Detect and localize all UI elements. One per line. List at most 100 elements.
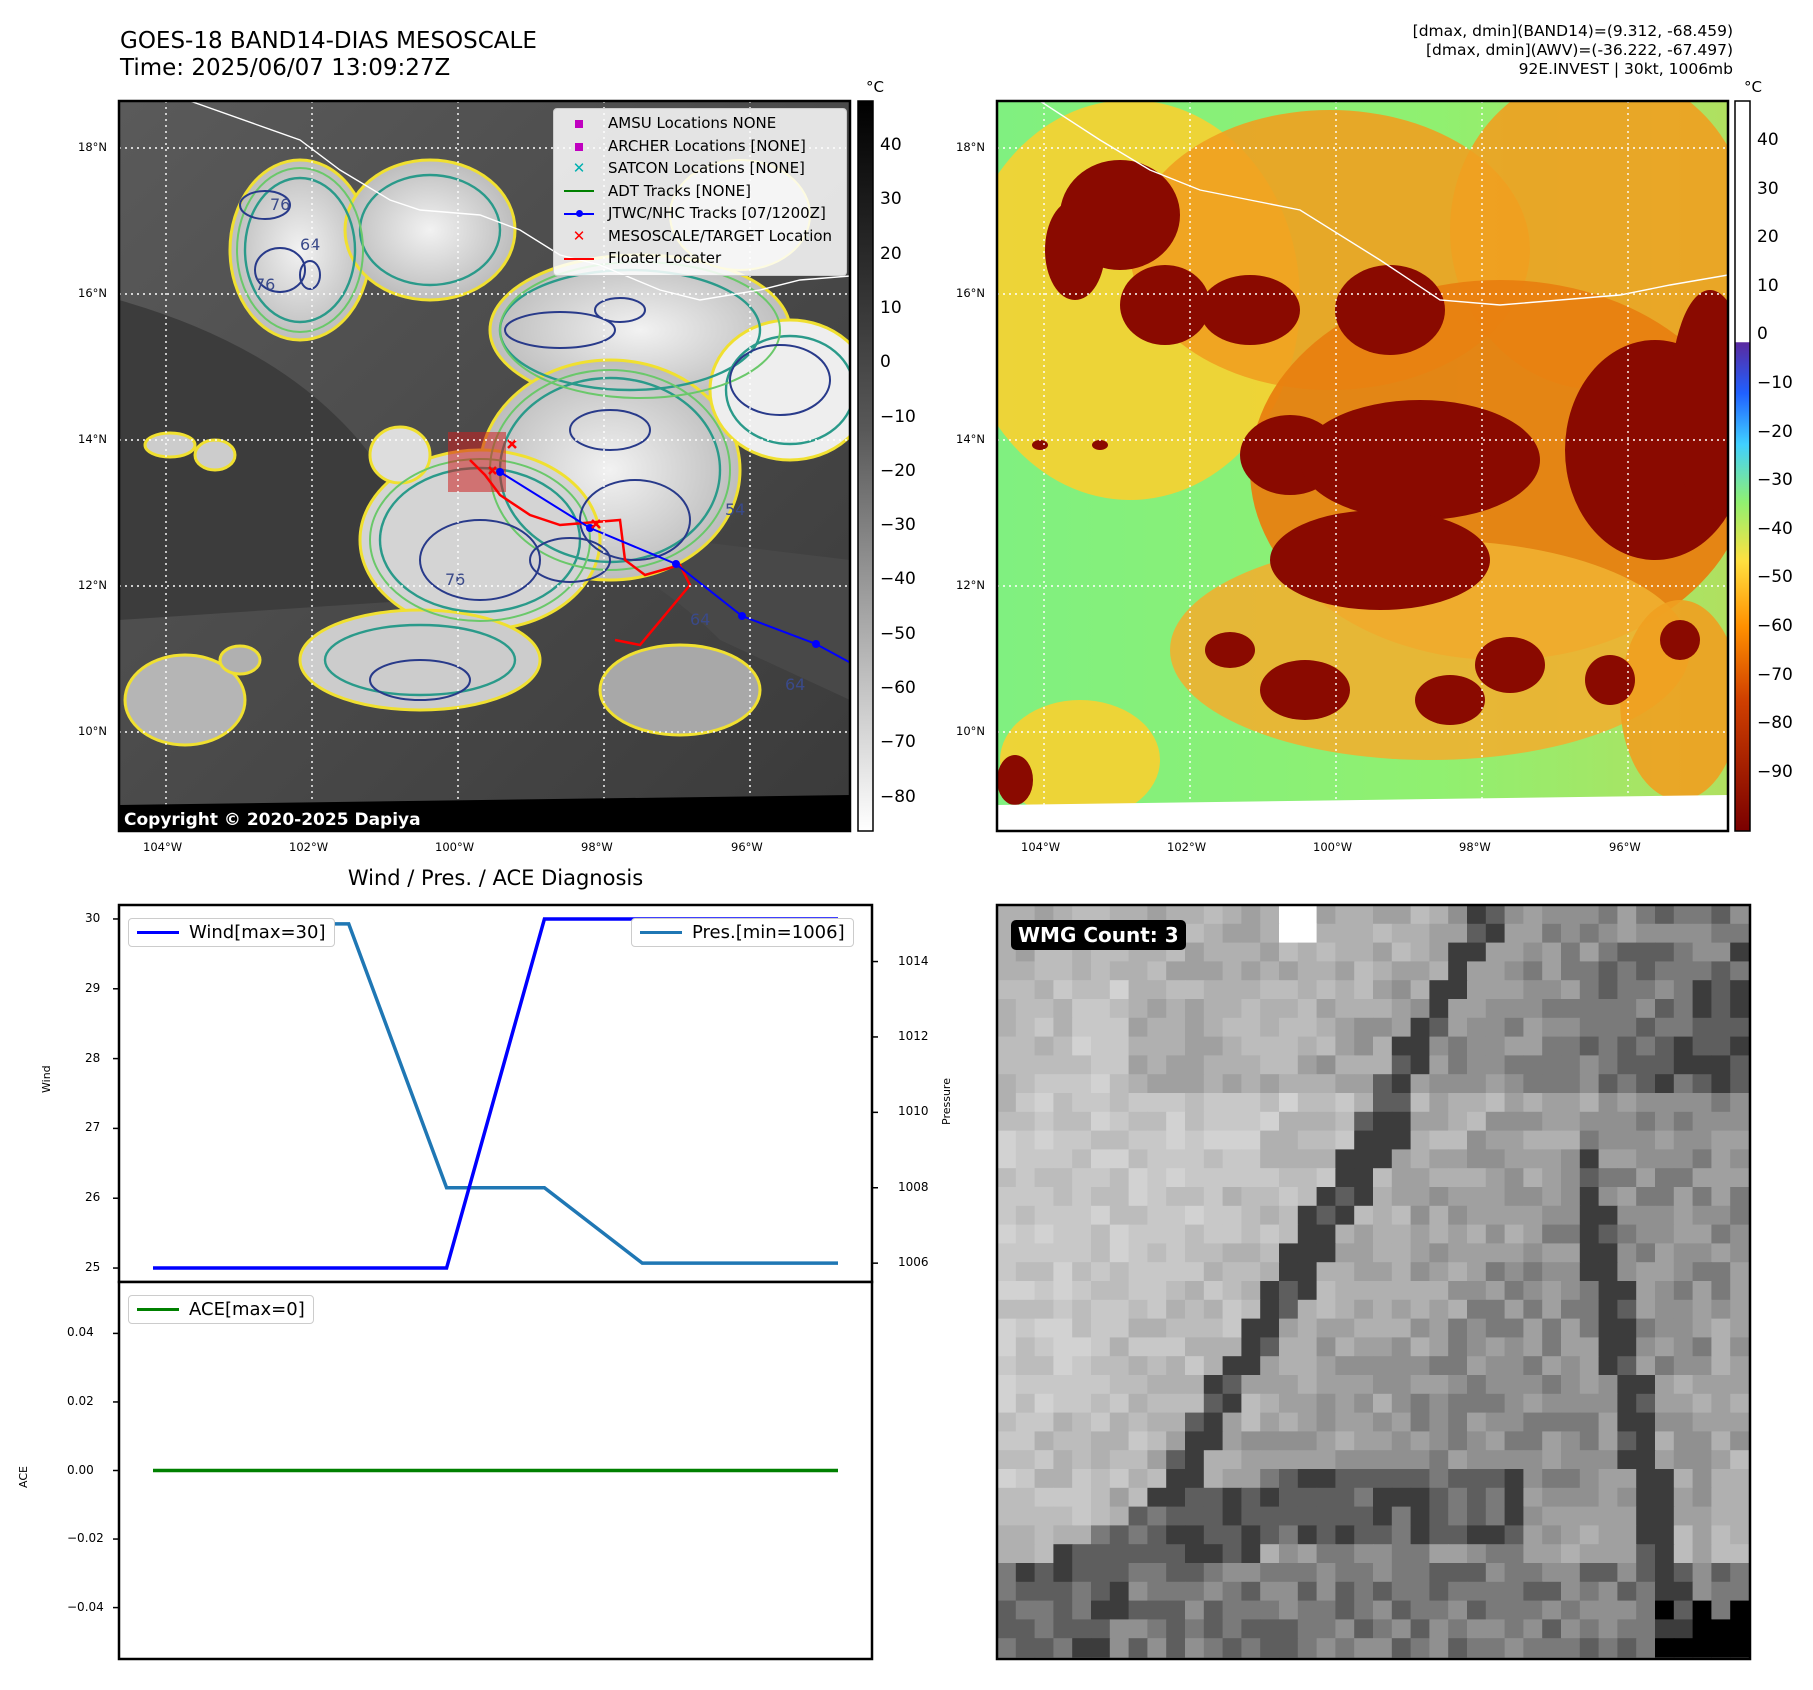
contour-label: 64 [300, 235, 320, 254]
colorbar-tick: −30 [1757, 470, 1793, 491]
legend-row: ARCHER Locations [NONE] [562, 136, 806, 156]
legend-row: JTWC/NHC Tracks [07/1200Z] [562, 203, 826, 223]
ace-tick-label: 0.04 [67, 1325, 94, 1340]
colorbar-left [857, 100, 874, 832]
stats-line-1: [dmax, dmin](BAND14)=(9.312, -68.459) [1412, 22, 1733, 40]
legend-symbol [562, 182, 596, 200]
target-box [448, 432, 506, 492]
map-legend: AMSU Locations NONE ARCHER Locations [NON… [553, 108, 847, 276]
colorbar-tick: −90 [1757, 761, 1793, 782]
pressure-legend-label: Pres.[min=1006] [692, 922, 845, 943]
lat-label: 10°N [956, 724, 985, 738]
legend-label: JTWC/NHC Tracks [07/1200Z] [608, 204, 826, 222]
awv-cold-tops [997, 160, 1728, 805]
legend-symbol [562, 249, 596, 267]
wmg-frame [995, 903, 1752, 1661]
colorbar-tick: −30 [880, 515, 916, 536]
track-point [672, 560, 680, 568]
title-line-2: Time: 2025/06/07 13:09:27Z [120, 55, 451, 81]
legend-label: AMSU Locations NONE [608, 114, 777, 132]
lon-label: 104°W [1021, 840, 1061, 854]
colorbar-tick: 10 [880, 297, 902, 318]
colorbar-left-unit: °C [866, 78, 884, 96]
wind-tick-label: 30 [85, 910, 101, 925]
awv-map-frame [995, 99, 1730, 833]
legend-label: MESOSCALE/TARGET Location [608, 226, 833, 245]
contour-label: 76 [270, 195, 290, 214]
ace-axis-label: ACE [17, 1466, 30, 1488]
colorbar-tick: −10 [1757, 373, 1793, 393]
lon-label: 100°W [435, 840, 475, 854]
colorbar-tick: −70 [880, 732, 916, 753]
colorbar-tick: 10 [1757, 275, 1779, 296]
colorbar-tick: 0 [1757, 324, 1768, 345]
copyright-text: Copyright © 2020-2025 Dapiya [124, 810, 421, 830]
wind-legend-label: Wind[max=30] [189, 922, 326, 943]
lat-label: 16°N [78, 286, 107, 300]
pressure-legend-swatch [640, 931, 682, 934]
colorbar-tick: −50 [1757, 567, 1793, 588]
colorbar-tick: −80 [1757, 713, 1793, 734]
contour-label: 64 [785, 675, 805, 694]
legend-row: AMSU Locations NONE [562, 113, 776, 133]
lat-label: 14°N [956, 432, 985, 446]
wmg-count-badge: WMG Count: 3 [1011, 920, 1186, 950]
cloud-masses [123, 158, 850, 747]
legend-row: ✕ SATCON Locations [NONE] [562, 158, 805, 178]
title-line-1: GOES-18 BAND14-DIAS MESOSCALE [120, 28, 537, 54]
jtwc-track [499, 471, 850, 664]
awv-gridlines [997, 101, 1728, 831]
contour-labels: 76 76 64 54 64 76 64 [255, 195, 805, 694]
wmg-image-panel [997, 905, 1750, 1659]
mesoscale-target-markers [488, 439, 601, 529]
coastline [189, 101, 850, 301]
awv-lon-labels: 104°W 102°W 100°W 98°W 96°W [878, 840, 1778, 860]
colorbar-tick: 0 [880, 352, 891, 373]
lon-label: 96°W [1609, 840, 1641, 854]
colorbar-tick: 40 [1757, 130, 1779, 150]
ir-lon-labels: 104°W 102°W 100°W 98°W 96°W [0, 840, 900, 860]
lon-label: 104°W [143, 840, 183, 854]
colorbar-tick: −20 [880, 460, 916, 481]
colorbar-tick: 20 [880, 243, 902, 264]
legend-row: ✕ MESOSCALE/TARGET Location [562, 226, 832, 246]
awv-map-panel [997, 101, 1728, 831]
contour-label: 76 [255, 275, 275, 294]
colorbar-tick: −40 [880, 569, 916, 590]
colorbar-tick: 40 [880, 135, 902, 155]
colorbar-tick: −60 [1757, 616, 1793, 636]
wind-legend-swatch [137, 931, 179, 934]
colorbar-tick: −80 [880, 786, 916, 807]
wind-tick-label: 25 [85, 1260, 101, 1275]
legend-symbol [562, 204, 596, 222]
track-point [738, 612, 746, 620]
track-point [812, 640, 820, 648]
lat-label: 10°N [78, 724, 107, 738]
colorbar-tick: −20 [1757, 421, 1793, 442]
colorbar-tick: −40 [1757, 518, 1793, 539]
legend-row: Floater Locater [562, 248, 721, 268]
lat-label: 18°N [956, 140, 985, 154]
wind-legend: Wind[max=30] [128, 918, 335, 947]
pressure-tick-label: 1010 [898, 1104, 929, 1119]
wind-axis-label: Wind [40, 1065, 53, 1093]
ir-map-frame [117, 99, 852, 833]
colorbar-tick: −10 [880, 406, 916, 427]
stats-line-2: [dmax, dmin](AWV)=(-36.222, -67.497) [1426, 41, 1733, 59]
contour-label: 64 [690, 610, 710, 629]
legend-label: ARCHER Locations [NONE] [608, 136, 806, 155]
wind-tick-label: 29 [85, 980, 101, 995]
ace-tick-label: −0.04 [67, 1599, 104, 1614]
legend-symbol [562, 114, 596, 132]
legend-label: Floater Locater [608, 249, 722, 267]
lon-label: 96°W [731, 840, 763, 854]
awv-coastline [1039, 101, 1728, 306]
pressure-tick-label: 1014 [898, 953, 929, 968]
jtwc-track-points [496, 468, 820, 648]
contour-label: 76 [445, 570, 465, 589]
ace-legend-swatch [137, 1308, 179, 1311]
stats-block: [dmax, dmin](BAND14)=(9.312, -68.459) [d… [1413, 22, 1733, 79]
colorbar-right-unit: °C [1744, 78, 1762, 96]
ace-legend-label: ACE[max=0] [189, 1299, 305, 1320]
page-title: GOES-18 BAND14-DIAS MESOSCALE Time: 2025… [120, 28, 537, 82]
